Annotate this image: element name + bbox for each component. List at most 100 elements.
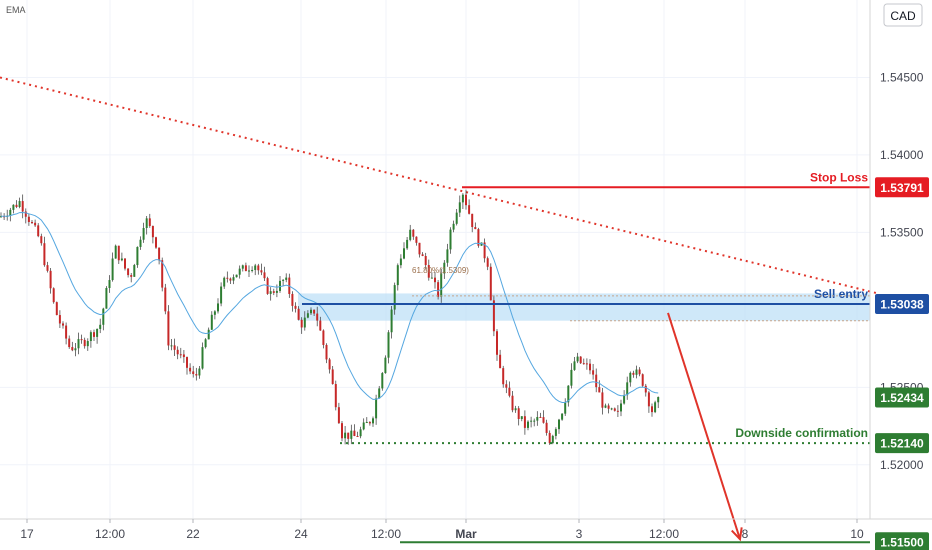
candle-body (96, 328, 99, 337)
candle-body (403, 248, 405, 259)
candle-body (18, 201, 21, 207)
candle-body (458, 202, 461, 213)
candle-body (396, 265, 399, 286)
x-axis-ticks: 17 12:00 22 24 12:00 Mar 3 12:00 8 10 (20, 519, 864, 541)
candle-body (561, 413, 564, 420)
price-levels: Stop Loss Sell entry Downside confirmation (302, 170, 870, 544)
candle-body (229, 278, 232, 281)
y-tick-label: 1.53500 (880, 225, 924, 239)
candle-body (573, 361, 576, 370)
candle-body (133, 265, 136, 277)
candle-body (49, 270, 52, 289)
candle-body (499, 354, 502, 369)
candle-body (471, 213, 474, 228)
candle-body (536, 416, 539, 421)
x-tick-label: 17 (20, 527, 34, 541)
y-tick-label: 1.52000 (880, 458, 924, 472)
candle-body (632, 372, 635, 375)
level-price-labels: 1.53791 1.53038 1.52434 1.52140 1.51500 (875, 177, 929, 550)
candle-body (344, 432, 347, 439)
candle-body (213, 311, 216, 315)
candle-body (179, 354, 182, 356)
candle-body (279, 280, 281, 291)
candle-body (437, 282, 440, 297)
candle-body (477, 229, 480, 246)
candle-body (0, 216, 2, 218)
candle-body (406, 239, 409, 249)
candle-body (399, 258, 402, 266)
x-tick-label: 3 (576, 527, 583, 541)
candle-body (353, 430, 356, 436)
candle-body (412, 229, 415, 237)
candle-body (223, 277, 226, 287)
candlestick-series (0, 189, 660, 445)
candle-body (232, 277, 235, 281)
candle-body (111, 258, 114, 281)
candle-body (452, 223, 455, 230)
candle-body (607, 405, 610, 409)
candle-body (9, 209, 12, 216)
candle-body (238, 268, 241, 275)
candle-body (21, 201, 24, 212)
x-tick-label: 22 (186, 527, 200, 541)
candle-body (483, 242, 486, 259)
candle-body (446, 249, 449, 263)
candle-body (390, 309, 393, 333)
candle-body (151, 225, 154, 238)
candle-body (350, 430, 353, 439)
candle-body (589, 363, 591, 371)
candle-body (201, 347, 204, 369)
candle-body (486, 258, 489, 267)
candle-body (641, 374, 644, 386)
candle-body (434, 277, 436, 283)
candle-body (272, 291, 275, 293)
currency-button[interactable]: CAD (883, 3, 923, 27)
candle-body (511, 395, 514, 411)
candle-body (427, 265, 430, 278)
candle-body (595, 374, 598, 388)
price-label-text: 1.53791 (880, 181, 924, 195)
candle-body (74, 348, 77, 351)
candle-body (359, 429, 362, 437)
candle-body (347, 432, 350, 439)
candle-body (251, 269, 254, 271)
candle-body (12, 204, 15, 210)
candle-body (310, 309, 312, 314)
candle-body (15, 204, 18, 207)
candle-body (443, 262, 446, 274)
candle-body (337, 407, 340, 424)
candle-body (105, 287, 108, 309)
candle-body (592, 370, 595, 375)
candle-body (52, 288, 55, 303)
candle-body (198, 368, 201, 376)
candle-body (334, 384, 337, 408)
candle-body (418, 242, 421, 255)
candle-body (530, 420, 533, 422)
candle-body (316, 313, 319, 321)
candle-body (31, 222, 33, 224)
candle-body (474, 227, 477, 230)
candle-body (217, 303, 219, 312)
candle-body (492, 300, 495, 332)
candle-body (539, 416, 542, 418)
candle-body (322, 330, 325, 345)
price-label-stop-loss: 1.53791 (875, 177, 929, 198)
candle-body (195, 374, 198, 376)
candle-body (601, 392, 604, 408)
candle-body (449, 229, 452, 250)
candle-body (533, 420, 536, 422)
candle-body (77, 339, 80, 349)
candle-body (207, 329, 210, 340)
candle-body (300, 319, 303, 328)
candle-body (368, 422, 371, 424)
candle-body (651, 406, 653, 413)
candle-body (551, 435, 554, 444)
candle-body (430, 277, 433, 279)
candle-body (43, 243, 46, 266)
candle-body (610, 408, 613, 410)
x-tick-label: 12:00 (649, 527, 679, 541)
candle-body (378, 388, 381, 399)
candle-body (80, 339, 83, 341)
